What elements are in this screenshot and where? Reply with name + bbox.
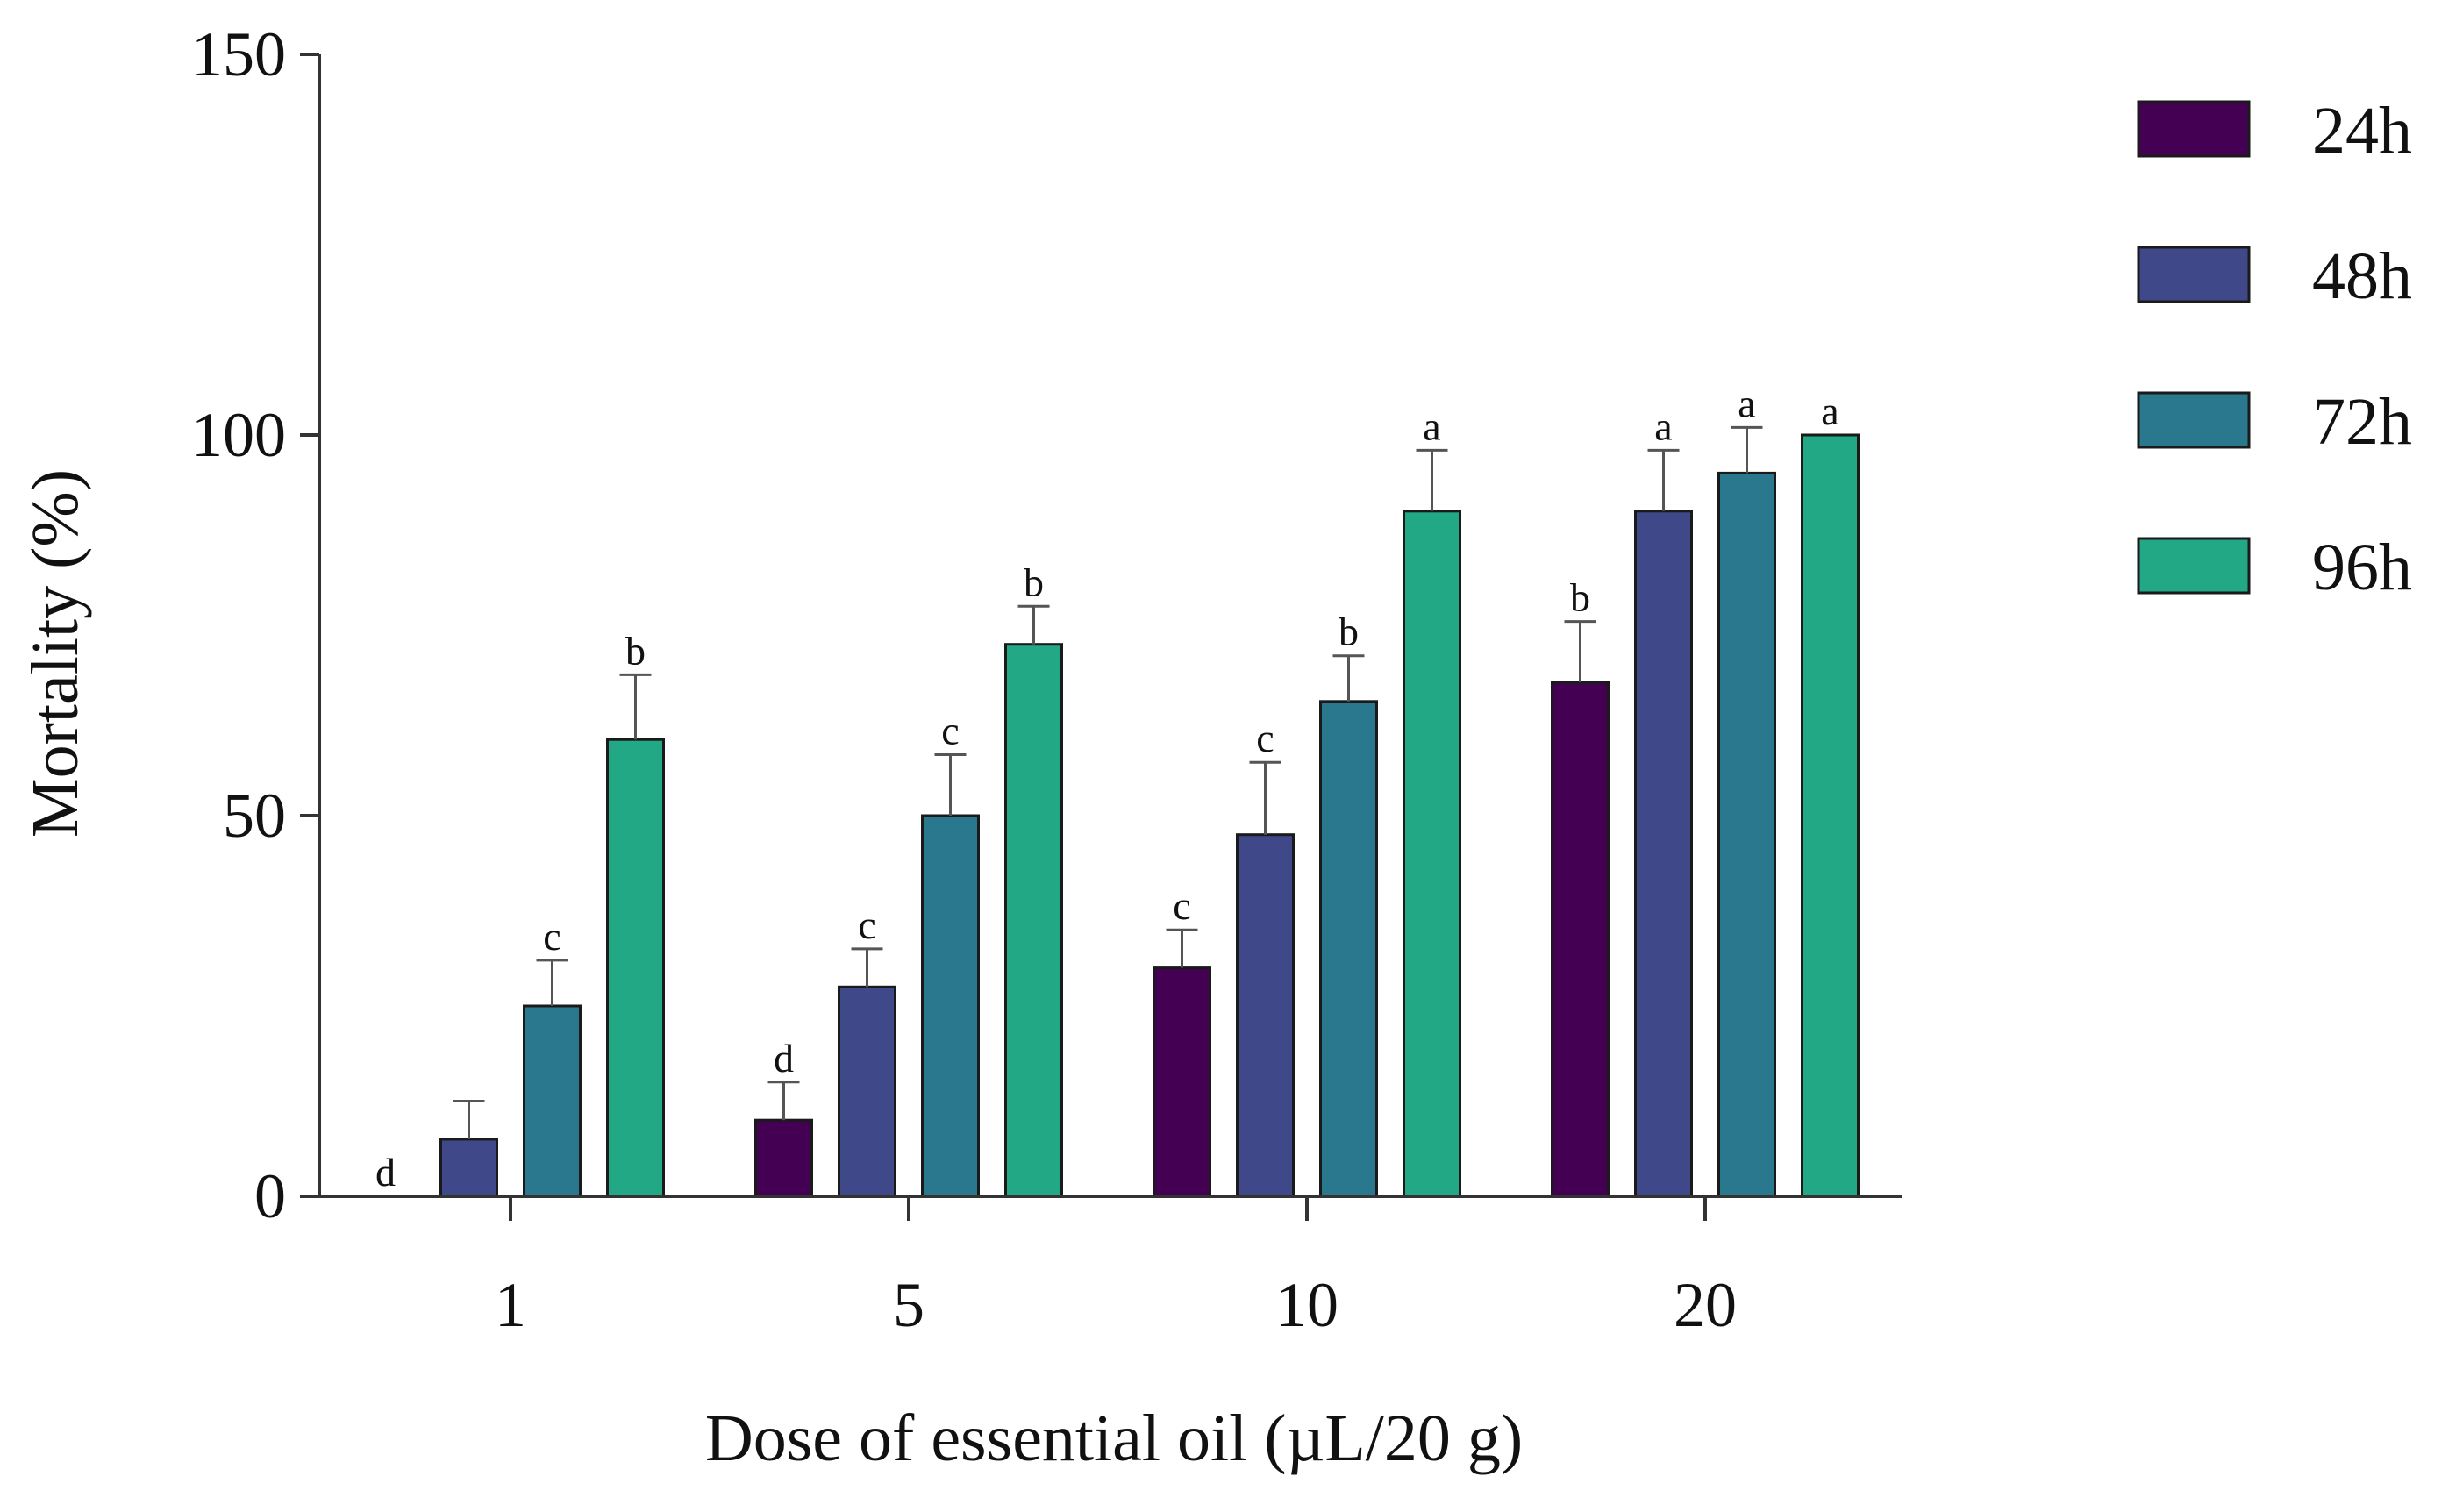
legend-label: 24h <box>2312 94 2412 168</box>
x-tick-label: 1 <box>495 1270 526 1340</box>
x-axis-title: Dose of essential oil (µL/20 g) <box>705 1401 1523 1475</box>
significance-label: a <box>1821 389 1838 433</box>
y-tick-label: 150 <box>191 19 286 89</box>
legend-swatch <box>2137 537 2251 595</box>
bar <box>1004 643 1063 1198</box>
significance-label: b <box>1570 575 1590 620</box>
y-axis-title: Mortality (%) <box>18 469 92 838</box>
bar <box>606 738 665 1198</box>
legend-swatch <box>2137 391 2251 449</box>
significance-label: b <box>1339 610 1359 654</box>
bar <box>1236 833 1295 1198</box>
y-tick-label: 0 <box>254 1161 286 1231</box>
significance-label: c <box>1256 716 1274 760</box>
bar <box>921 814 980 1198</box>
legend-label: 48h <box>2312 239 2412 313</box>
bar <box>1403 510 1461 1198</box>
legend-label: 96h <box>2312 531 2412 604</box>
legend-swatch <box>2137 246 2251 303</box>
bar <box>439 1138 498 1198</box>
x-tick-label: 5 <box>893 1270 925 1340</box>
significance-label: c <box>543 914 560 959</box>
significance-label: c <box>941 709 959 753</box>
legend-label: 72h <box>2312 385 2412 459</box>
bar <box>838 985 896 1198</box>
significance-label: c <box>1173 883 1190 928</box>
bar <box>754 1118 813 1198</box>
significance-label: c <box>858 902 875 947</box>
axes: 0 50 100 150 1 5 10 20 <box>191 19 1902 1340</box>
significance-label: a <box>1654 403 1672 448</box>
legend: 24h 48h 72h 96h <box>2137 94 2412 604</box>
significance-label: b <box>625 628 646 673</box>
bar <box>523 1004 582 1198</box>
bar <box>1153 966 1211 1198</box>
significance-label: d <box>774 1036 794 1081</box>
legend-swatch <box>2137 100 2251 158</box>
y-tick-label: 100 <box>191 400 286 470</box>
bar <box>1801 433 1860 1198</box>
bar <box>1319 700 1378 1198</box>
significance-label: a <box>1423 403 1440 448</box>
plot-area: d d c b c c a c c b a b b a a <box>375 381 1860 1198</box>
significance-label: b <box>1024 560 1044 604</box>
significance-label: a <box>1738 381 1755 425</box>
y-tick-label: 50 <box>223 781 286 851</box>
x-tick-label: 20 <box>1674 1270 1737 1340</box>
bar <box>1551 681 1610 1198</box>
bar <box>1717 471 1776 1198</box>
significance-label: d <box>375 1150 396 1195</box>
bar <box>1634 510 1693 1198</box>
x-tick-label: 10 <box>1275 1270 1339 1340</box>
